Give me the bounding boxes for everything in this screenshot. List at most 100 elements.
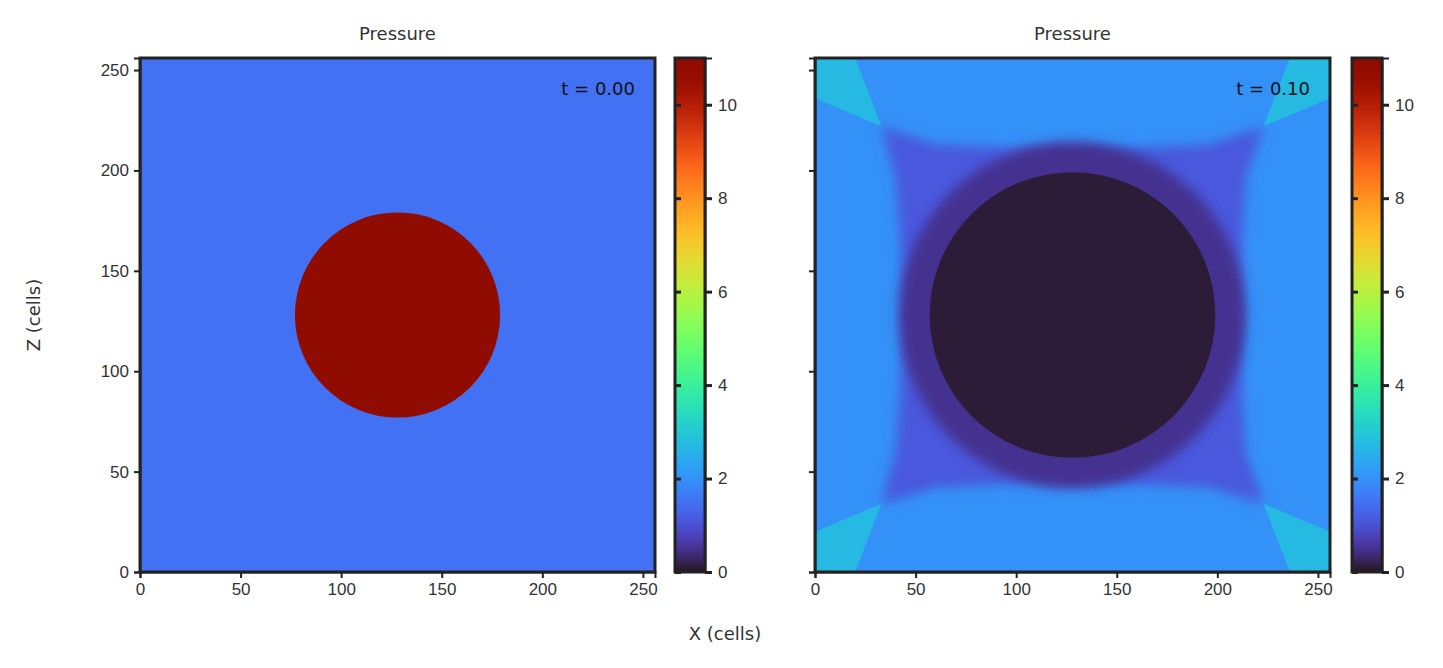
colorbar-axis-tick-mark bbox=[1382, 384, 1389, 387]
pressure-region bbox=[881, 126, 1263, 503]
y-axis-tick-mark bbox=[134, 170, 140, 172]
y-axis bbox=[809, 59, 816, 573]
colorbar-axis-tick-mark bbox=[705, 291, 712, 294]
x-axis-tick: 0 bbox=[811, 572, 820, 599]
colorbar-inner-tick bbox=[1352, 571, 1358, 574]
x-axis-tick: 0 bbox=[136, 572, 145, 599]
colorbar-axis-tick-mark bbox=[1382, 197, 1389, 200]
y-axis-tick-label: 50 bbox=[110, 463, 129, 482]
colorbar-axis-tick-mark bbox=[705, 197, 712, 200]
y-axis-tick-mark bbox=[134, 70, 140, 72]
colorbar-inner-tick bbox=[675, 291, 681, 294]
x-axis: 050100150200250 bbox=[136, 572, 658, 599]
pressure-region bbox=[815, 58, 881, 126]
x-axis-tick-label: 250 bbox=[629, 580, 657, 599]
figure: 050100150200250050100150200250Pressuret … bbox=[0, 0, 1443, 668]
y-axis-tick bbox=[809, 371, 815, 372]
colorbar-axis-tick: 6 bbox=[675, 283, 727, 302]
plot-frame bbox=[140, 58, 655, 572]
colorbar-inner-tick bbox=[1352, 291, 1358, 294]
colorbar-axis-tick: 2 bbox=[1352, 469, 1404, 488]
colorbar-axis-line bbox=[1383, 59, 1390, 573]
x-axis-tick-label: 100 bbox=[1002, 580, 1030, 599]
colorbar-inner-tick bbox=[675, 571, 681, 574]
x-axis-tick: 250 bbox=[1304, 572, 1332, 599]
y-axis-tick bbox=[809, 572, 815, 573]
y-axis-tick-label: 0 bbox=[120, 563, 129, 582]
x-axis-line bbox=[816, 573, 1331, 579]
y-axis-tick-label: 250 bbox=[101, 61, 129, 80]
x-axis-tick: 150 bbox=[1103, 572, 1131, 599]
colorbar-axis: 0246810 bbox=[1352, 59, 1414, 582]
x-axis: 050100150200250 bbox=[811, 572, 1333, 599]
x-axis-tick: 100 bbox=[327, 572, 355, 599]
colorbar-inner-tick bbox=[1352, 384, 1358, 387]
colorbar-axis-tick-label: 10 bbox=[1395, 96, 1414, 115]
colorbar-axis-tick-label: 0 bbox=[1395, 563, 1404, 582]
colorbar-axis-tick: 8 bbox=[675, 189, 727, 208]
y-axis-title: Z (cells) bbox=[23, 279, 44, 351]
x-axis-tick-label: 50 bbox=[232, 580, 251, 599]
heatmap bbox=[815, 58, 1330, 572]
plot-frame bbox=[815, 58, 1330, 572]
y-axis: 050100150200250 bbox=[101, 59, 141, 582]
y-axis-line bbox=[134, 59, 141, 573]
colorbar-axis-tick-label: 2 bbox=[1395, 469, 1404, 488]
panel-title: Pressure bbox=[1034, 23, 1111, 44]
colorbar-axis-tick: 8 bbox=[1352, 189, 1404, 208]
colorbar-inner-tick bbox=[1352, 197, 1358, 200]
y-axis-tick-mark bbox=[134, 270, 140, 272]
colorbar-axis-tick-mark bbox=[705, 478, 712, 481]
colorbar-axis-tick: 10 bbox=[1352, 96, 1414, 115]
colorbar-axis-tick-label: 0 bbox=[718, 563, 727, 582]
pressure-region bbox=[930, 172, 1216, 458]
x-axis-tick-mark bbox=[642, 572, 644, 578]
colorbar-axis-tick-mark bbox=[705, 104, 712, 107]
y-axis-tick-label: 200 bbox=[101, 161, 129, 180]
time-annotation: t = 0.10 bbox=[1236, 78, 1310, 99]
colorbar-inner-tick bbox=[1352, 104, 1358, 107]
x-axis-tick: 200 bbox=[529, 572, 557, 599]
colorbar-axis-tick: 4 bbox=[1352, 376, 1404, 395]
y-axis-tick: 0 bbox=[120, 563, 140, 582]
panel-title: Pressure bbox=[359, 23, 436, 44]
x-axis-tick-label: 0 bbox=[811, 580, 820, 599]
y-axis-line bbox=[809, 59, 816, 573]
x-axis-tick: 50 bbox=[232, 572, 251, 599]
x-axis-tick-mark bbox=[542, 572, 544, 578]
x-axis-tick-mark bbox=[441, 572, 443, 578]
colorbar-inner-tick bbox=[675, 104, 681, 107]
heatmap bbox=[140, 58, 655, 572]
y-axis-tick bbox=[809, 70, 815, 71]
x-axis-line bbox=[141, 573, 656, 579]
colorbar-axis-tick: 0 bbox=[1352, 563, 1404, 582]
y-axis-tick: 200 bbox=[101, 161, 140, 180]
colorbar-axis-tick-mark bbox=[1382, 104, 1389, 107]
x-axis-tick-label: 100 bbox=[327, 580, 355, 599]
colorbar-axis-tick-label: 8 bbox=[718, 189, 727, 208]
colorbar-axis-tick-mark bbox=[1382, 478, 1389, 481]
x-axis-tick: 100 bbox=[1002, 572, 1030, 599]
y-axis-tick-mark bbox=[809, 471, 815, 473]
x-axis-tick-label: 200 bbox=[529, 580, 557, 599]
colorbar-axis: 0246810 bbox=[675, 59, 737, 582]
y-axis-tick-mark bbox=[809, 572, 815, 574]
x-axis-tick-mark bbox=[915, 572, 917, 578]
x-axis-tick-mark bbox=[1317, 572, 1319, 578]
colorbar-axis-tick: 2 bbox=[675, 469, 727, 488]
y-axis-tick-mark bbox=[134, 371, 140, 373]
x-axis-tick: 250 bbox=[629, 572, 657, 599]
y-axis-tick-mark bbox=[809, 371, 815, 373]
y-axis-tick: 50 bbox=[110, 463, 140, 482]
x-axis-tick-mark bbox=[240, 572, 242, 578]
y-axis-tick: 150 bbox=[101, 262, 140, 281]
y-axis-tick: 250 bbox=[101, 61, 140, 80]
y-axis-tick-label: 150 bbox=[101, 262, 129, 281]
y-axis-tick-mark bbox=[134, 471, 140, 473]
x-axis-tick-label: 250 bbox=[1304, 580, 1332, 599]
time-annotation: t = 0.00 bbox=[561, 78, 635, 99]
colorbar-axis-tick-label: 4 bbox=[718, 376, 727, 395]
colorbar-axis-tick-mark bbox=[705, 384, 712, 387]
colorbar-axis-tick-label: 4 bbox=[1395, 376, 1404, 395]
colorbar-axis-tick: 0 bbox=[675, 563, 727, 582]
